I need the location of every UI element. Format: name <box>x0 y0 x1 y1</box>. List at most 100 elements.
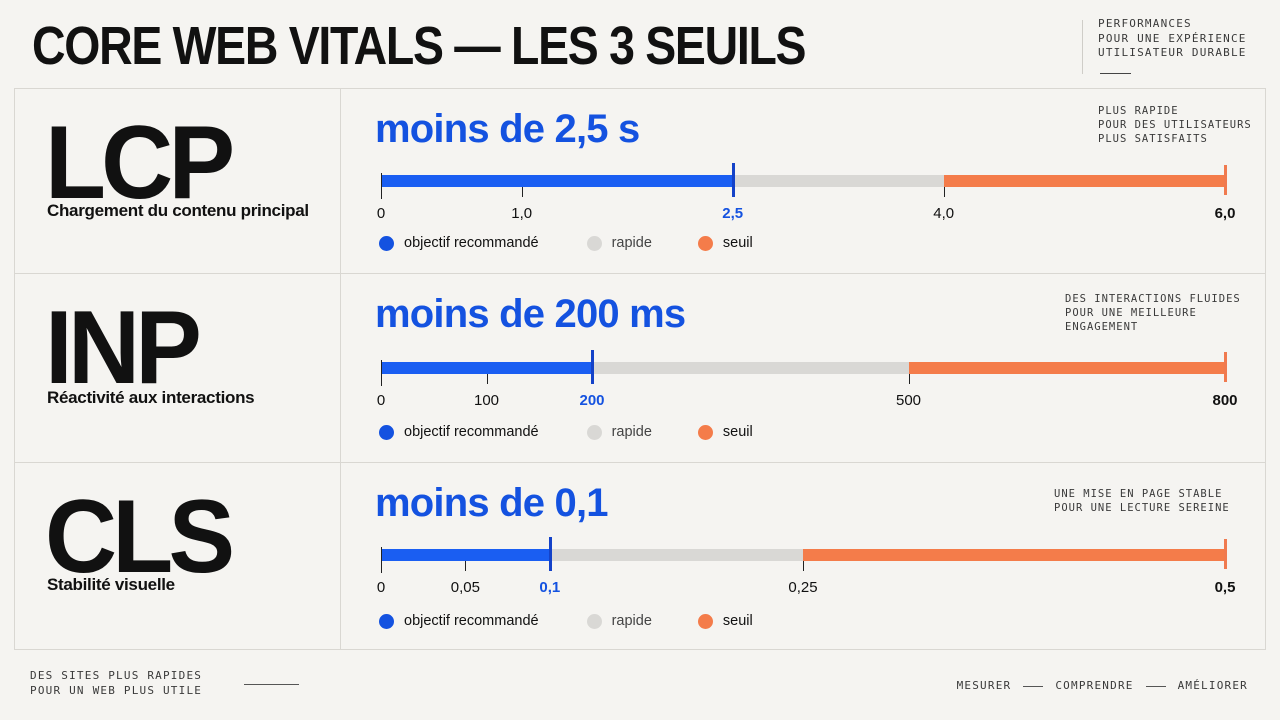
legend-fast: rapide <box>586 613 652 629</box>
end-marker <box>1224 352 1227 382</box>
legend: objectif recommandé rapide seuil <box>379 235 753 251</box>
legend-goal: objectif recommandé <box>379 424 539 440</box>
tick-label: 0 <box>376 579 386 596</box>
bar-segment-fast <box>732 175 944 187</box>
header-divider <box>1082 20 1083 74</box>
step-understand: COMPRENDRE <box>1055 679 1134 692</box>
note-line: POUR DES UTILISATEURS <box>1098 119 1252 131</box>
legend-threshold-label: seuil <box>722 424 753 440</box>
legend-fast-label: rapide <box>611 235 652 251</box>
step-separator <box>1023 685 1044 687</box>
metrics-panel: LCP Chargement du contenu principal moin… <box>14 88 1266 650</box>
blue-dot-icon <box>379 424 394 440</box>
tick-label: 6,0 <box>1214 205 1236 222</box>
tick-label: 0,1 <box>539 579 561 596</box>
metric-name: Réactivité aux interactions <box>47 388 255 407</box>
metric-note: DES INTERACTIONS FLUIDES POUR UNE MEILLE… <box>1065 292 1241 334</box>
legend-threshold: seuil <box>697 424 753 440</box>
tick-label: 4,0 <box>933 205 955 222</box>
scale-start-tick <box>381 547 382 573</box>
tick-label: 2,5 <box>722 205 744 222</box>
grey-dot-icon <box>586 613 602 629</box>
tick-label: 0,5 <box>1214 579 1236 596</box>
metric-row-inp: INP Réactivité aux interactions moins de… <box>15 274 1265 463</box>
metric-abbr: INP <box>45 290 202 406</box>
metric-goal: moins de 0,1 <box>375 481 609 525</box>
metric-abbr: CLS <box>45 479 235 595</box>
scale-tick <box>803 561 804 571</box>
tick-label: 0 <box>376 392 386 409</box>
goal-marker <box>591 350 594 384</box>
step-improve: AMÉLIORER <box>1177 679 1248 692</box>
bar-segment-threshold <box>803 549 1225 561</box>
tick-label: 1,0 <box>511 205 533 222</box>
legend-fast-label: rapide <box>611 613 652 629</box>
metric-note: PLUS RAPIDE POUR DES UTILISATEURS PLUS S… <box>1098 104 1252 146</box>
legend-goal-label: objectif recommandé <box>404 235 539 251</box>
note-line: DES INTERACTIONS FLUIDES <box>1065 293 1241 305</box>
tagline-line: UTILISATEUR DURABLE <box>1098 46 1247 59</box>
end-marker <box>1224 165 1227 195</box>
tagline-line: PERFORMANCES <box>1098 17 1192 30</box>
tick-label: 800 <box>1212 392 1238 409</box>
scale-tick <box>465 561 467 571</box>
legend-fast-label: rapide <box>611 424 652 440</box>
legend-threshold: seuil <box>697 613 753 629</box>
legend-goal: objectif recommandé <box>379 235 539 251</box>
legend: objectif recommandé rapide seuil <box>379 613 753 629</box>
tick-label: 200 <box>579 392 605 409</box>
note-line: PLUS SATISFAITS <box>1098 133 1208 145</box>
legend: objectif recommandé rapide seuil <box>379 424 753 440</box>
header-tagline: PERFORMANCES POUR UNE EXPÉRIENCE UTILISA… <box>1098 17 1247 61</box>
scale-start-tick <box>381 173 382 199</box>
tagline-underline <box>1100 73 1131 74</box>
column-divider <box>340 274 341 462</box>
column-divider <box>340 89 341 273</box>
bar-segment-goal <box>381 549 550 561</box>
footer-steps: MESURER COMPRENDRE AMÉLIORER <box>957 679 1248 694</box>
bar-segment-fast <box>549 549 803 561</box>
legend-goal-label: objectif recommandé <box>404 424 539 440</box>
metric-abbr: LCP <box>45 105 235 221</box>
column-divider <box>340 463 341 649</box>
legend-fast: rapide <box>586 424 652 440</box>
blue-dot-icon <box>379 613 394 629</box>
tick-label: 0 <box>376 205 386 222</box>
goal-marker <box>731 163 735 197</box>
note-line: PLUS RAPIDE <box>1098 105 1179 117</box>
tick-label: 0,25 <box>788 579 818 596</box>
scale-tick <box>521 187 523 197</box>
legend-threshold: seuil <box>697 235 753 251</box>
blue-dot-icon <box>379 235 394 251</box>
tick-label: 500 <box>895 392 922 409</box>
goal-marker <box>548 537 552 571</box>
step-separator <box>1145 685 1166 687</box>
metric-note: UNE MISE EN PAGE STABLE POUR UNE LECTURE… <box>1054 487 1230 515</box>
note-line: UNE MISE EN PAGE STABLE <box>1054 488 1223 500</box>
grey-dot-icon <box>586 424 602 440</box>
tick-label: 0,05 <box>450 579 480 596</box>
bar-segment-goal <box>381 175 733 187</box>
footer-line: DES SITES PLUS RAPIDES <box>30 669 203 682</box>
bar-segment-fast <box>592 362 909 374</box>
page-title: CORE WEB VITALS — LES 3 SEUILS <box>32 16 807 76</box>
legend-goal: objectif recommandé <box>379 613 539 629</box>
orange-dot-icon <box>697 235 713 251</box>
bar-segment-threshold <box>908 362 1225 374</box>
grey-dot-icon <box>586 235 602 251</box>
end-marker <box>1224 539 1227 569</box>
note-line: POUR UNE MEILLEURE <box>1065 307 1197 319</box>
note-line: POUR UNE LECTURE SEREINE <box>1054 502 1230 514</box>
metric-row-lcp: LCP Chargement du contenu principal moin… <box>15 89 1265 274</box>
footer-tagline: DES SITES PLUS RAPIDES POUR UN WEB PLUS … <box>30 669 202 698</box>
orange-dot-icon <box>697 424 713 440</box>
bar-segment-goal <box>381 362 592 374</box>
legend-fast: rapide <box>586 235 652 251</box>
legend-threshold-label: seuil <box>722 235 753 251</box>
bar-segment-threshold <box>943 175 1225 187</box>
legend-goal-label: objectif recommandé <box>404 613 539 629</box>
metric-row-cls: CLS Stabilité visuelle moins de 0,1 UNE … <box>15 463 1265 649</box>
orange-dot-icon <box>697 613 713 629</box>
note-line: ENGAGEMENT <box>1065 321 1139 333</box>
legend-threshold-label: seuil <box>722 613 753 629</box>
